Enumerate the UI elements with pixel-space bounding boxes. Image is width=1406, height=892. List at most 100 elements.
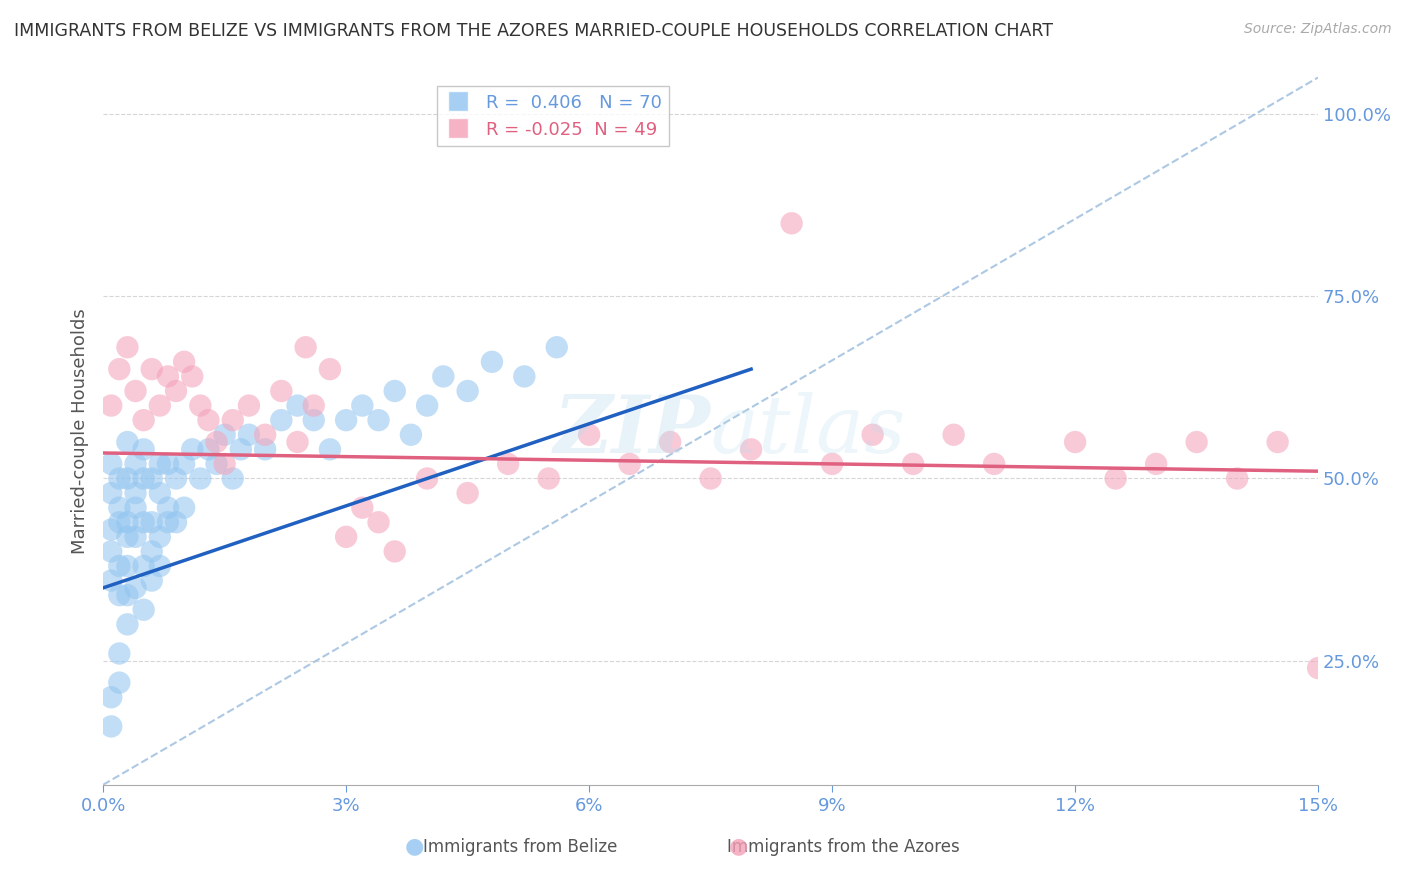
- Point: [942, 427, 965, 442]
- Point: [197, 413, 219, 427]
- Point: [124, 530, 146, 544]
- Point: [254, 427, 277, 442]
- Point: [270, 384, 292, 398]
- Point: [821, 457, 844, 471]
- Point: [302, 413, 325, 427]
- Point: [352, 399, 374, 413]
- Point: [132, 603, 155, 617]
- Y-axis label: Married-couple Households: Married-couple Households: [72, 309, 89, 554]
- Text: atlas: atlas: [710, 392, 905, 470]
- Point: [124, 581, 146, 595]
- Point: [513, 369, 536, 384]
- Point: [416, 399, 439, 413]
- Point: [238, 399, 260, 413]
- Point: [188, 399, 211, 413]
- Point: [214, 457, 236, 471]
- Text: IMMIGRANTS FROM BELIZE VS IMMIGRANTS FROM THE AZORES MARRIED-COUPLE HOUSEHOLDS C: IMMIGRANTS FROM BELIZE VS IMMIGRANTS FRO…: [14, 22, 1053, 40]
- Point: [141, 471, 163, 485]
- Point: [399, 427, 422, 442]
- Point: [108, 471, 131, 485]
- Point: [117, 617, 139, 632]
- Point: [901, 457, 924, 471]
- Point: [862, 427, 884, 442]
- Point: [108, 362, 131, 376]
- Point: [1064, 435, 1087, 450]
- Point: [173, 355, 195, 369]
- Point: [740, 442, 762, 457]
- Point: [149, 457, 172, 471]
- Point: [205, 457, 228, 471]
- Point: [100, 399, 122, 413]
- Point: [100, 457, 122, 471]
- Point: [1185, 435, 1208, 450]
- Point: [124, 384, 146, 398]
- Point: [124, 457, 146, 471]
- Point: [270, 413, 292, 427]
- Point: [141, 362, 163, 376]
- Point: [165, 515, 187, 529]
- Point: [780, 216, 803, 230]
- Point: [367, 515, 389, 529]
- Point: [578, 427, 600, 442]
- Point: [384, 384, 406, 398]
- Point: [319, 362, 342, 376]
- Point: [384, 544, 406, 558]
- Point: [156, 500, 179, 515]
- Point: [141, 515, 163, 529]
- Point: [481, 355, 503, 369]
- Point: [173, 457, 195, 471]
- Point: [197, 442, 219, 457]
- Point: [205, 435, 228, 450]
- Text: Immigrants from the Azores: Immigrants from the Azores: [727, 838, 960, 856]
- Point: [149, 399, 172, 413]
- Point: [124, 486, 146, 500]
- Text: Immigrants from Belize: Immigrants from Belize: [423, 838, 617, 856]
- Point: [100, 523, 122, 537]
- Point: [132, 515, 155, 529]
- Point: [156, 515, 179, 529]
- Point: [117, 559, 139, 574]
- Point: [117, 435, 139, 450]
- Point: [238, 427, 260, 442]
- Point: [149, 486, 172, 500]
- Point: [983, 457, 1005, 471]
- Point: [457, 486, 479, 500]
- Point: [287, 399, 309, 413]
- Point: [619, 457, 641, 471]
- Point: [659, 435, 682, 450]
- Point: [108, 500, 131, 515]
- Point: [367, 413, 389, 427]
- Point: [117, 471, 139, 485]
- Point: [1267, 435, 1289, 450]
- Point: [335, 530, 357, 544]
- Point: [149, 559, 172, 574]
- Point: [352, 500, 374, 515]
- Point: [108, 559, 131, 574]
- Point: [141, 544, 163, 558]
- Point: [254, 442, 277, 457]
- Point: [416, 471, 439, 485]
- Text: Source: ZipAtlas.com: Source: ZipAtlas.com: [1244, 22, 1392, 37]
- Point: [124, 500, 146, 515]
- Point: [117, 588, 139, 602]
- Point: [546, 340, 568, 354]
- Point: [699, 471, 721, 485]
- Point: [132, 413, 155, 427]
- Point: [1226, 471, 1249, 485]
- Point: [173, 500, 195, 515]
- Point: [294, 340, 316, 354]
- Text: ●: ●: [728, 837, 748, 856]
- Point: [214, 427, 236, 442]
- Point: [117, 340, 139, 354]
- Point: [222, 471, 245, 485]
- Text: ZIP: ZIP: [554, 392, 710, 470]
- Point: [165, 384, 187, 398]
- Point: [117, 515, 139, 529]
- Point: [181, 369, 204, 384]
- Point: [156, 457, 179, 471]
- Point: [100, 544, 122, 558]
- Point: [100, 486, 122, 500]
- Point: [108, 515, 131, 529]
- Point: [432, 369, 454, 384]
- Point: [496, 457, 519, 471]
